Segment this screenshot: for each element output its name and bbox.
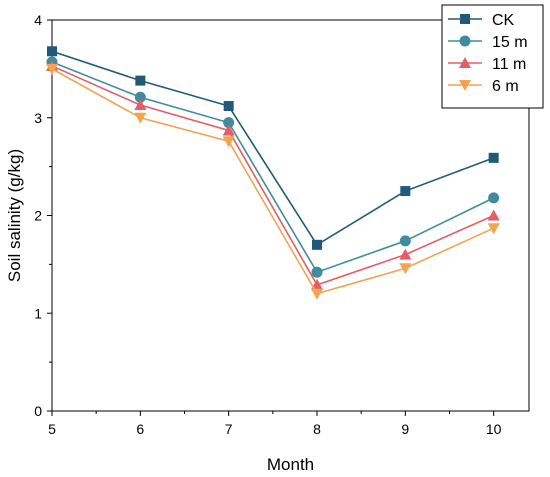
legend-marker (459, 35, 471, 47)
data-point (487, 223, 500, 235)
data-point (311, 266, 323, 278)
x-axis-title: Month (267, 455, 314, 474)
data-point (312, 239, 322, 250)
legend-label: 15 m (492, 34, 528, 51)
data-point (46, 63, 58, 75)
legend-marker (459, 80, 471, 91)
data-point (134, 99, 147, 111)
x-tick-label: 6 (136, 421, 144, 437)
x-tick-label: 9 (401, 421, 409, 437)
y-axis-title: Soil salinity (g/kg) (5, 149, 24, 282)
y-tick-label: 3 (34, 110, 42, 126)
data-point (399, 235, 411, 247)
y-tick-label: 4 (34, 12, 42, 28)
series-line (51, 68, 494, 295)
series-line (51, 65, 494, 286)
data-point (134, 112, 147, 124)
data-point (134, 91, 146, 103)
data-point (222, 136, 235, 148)
series-line (51, 61, 495, 274)
legend-label: 11 m (492, 56, 526, 73)
data-point (47, 46, 57, 57)
x-tick-label: 10 (486, 421, 502, 437)
legend-item: 15 m (448, 34, 528, 51)
legend-item: CK (448, 12, 515, 29)
y-tick-label: 0 (34, 403, 42, 419)
x-tick-label: 8 (313, 421, 321, 437)
series-1 (46, 56, 500, 278)
legend-marker (459, 57, 471, 68)
x-tick-label: 5 (48, 421, 56, 437)
data-point (222, 124, 235, 136)
series-layer (46, 46, 500, 300)
y-tick-label: 2 (34, 208, 42, 224)
series-line (51, 50, 494, 246)
legend-item: 11 m (448, 56, 526, 73)
data-point (488, 192, 500, 204)
data-point (399, 263, 412, 275)
data-point (399, 248, 412, 260)
data-point (135, 75, 146, 86)
series-3 (46, 63, 500, 300)
x-tick-label: 7 (225, 421, 233, 437)
data-point (488, 152, 499, 163)
legend: CK 15 m 11 m 6 m (441, 4, 544, 109)
series-0 (47, 46, 499, 250)
legend-box (441, 4, 544, 109)
data-point (311, 278, 323, 290)
y-tick-label: 1 (34, 305, 42, 321)
axes: 5 6 7 8 9 10 0 1 2 3 4 (34, 12, 530, 437)
data-point (311, 288, 323, 300)
data-point (223, 101, 234, 112)
data-point (223, 117, 235, 129)
legend-label: 6 m (492, 78, 519, 95)
data-point (487, 209, 500, 221)
legend-label: CK (492, 12, 515, 29)
data-point (400, 186, 411, 197)
legend-marker (460, 14, 470, 24)
legend-item: 6 m (448, 78, 519, 95)
